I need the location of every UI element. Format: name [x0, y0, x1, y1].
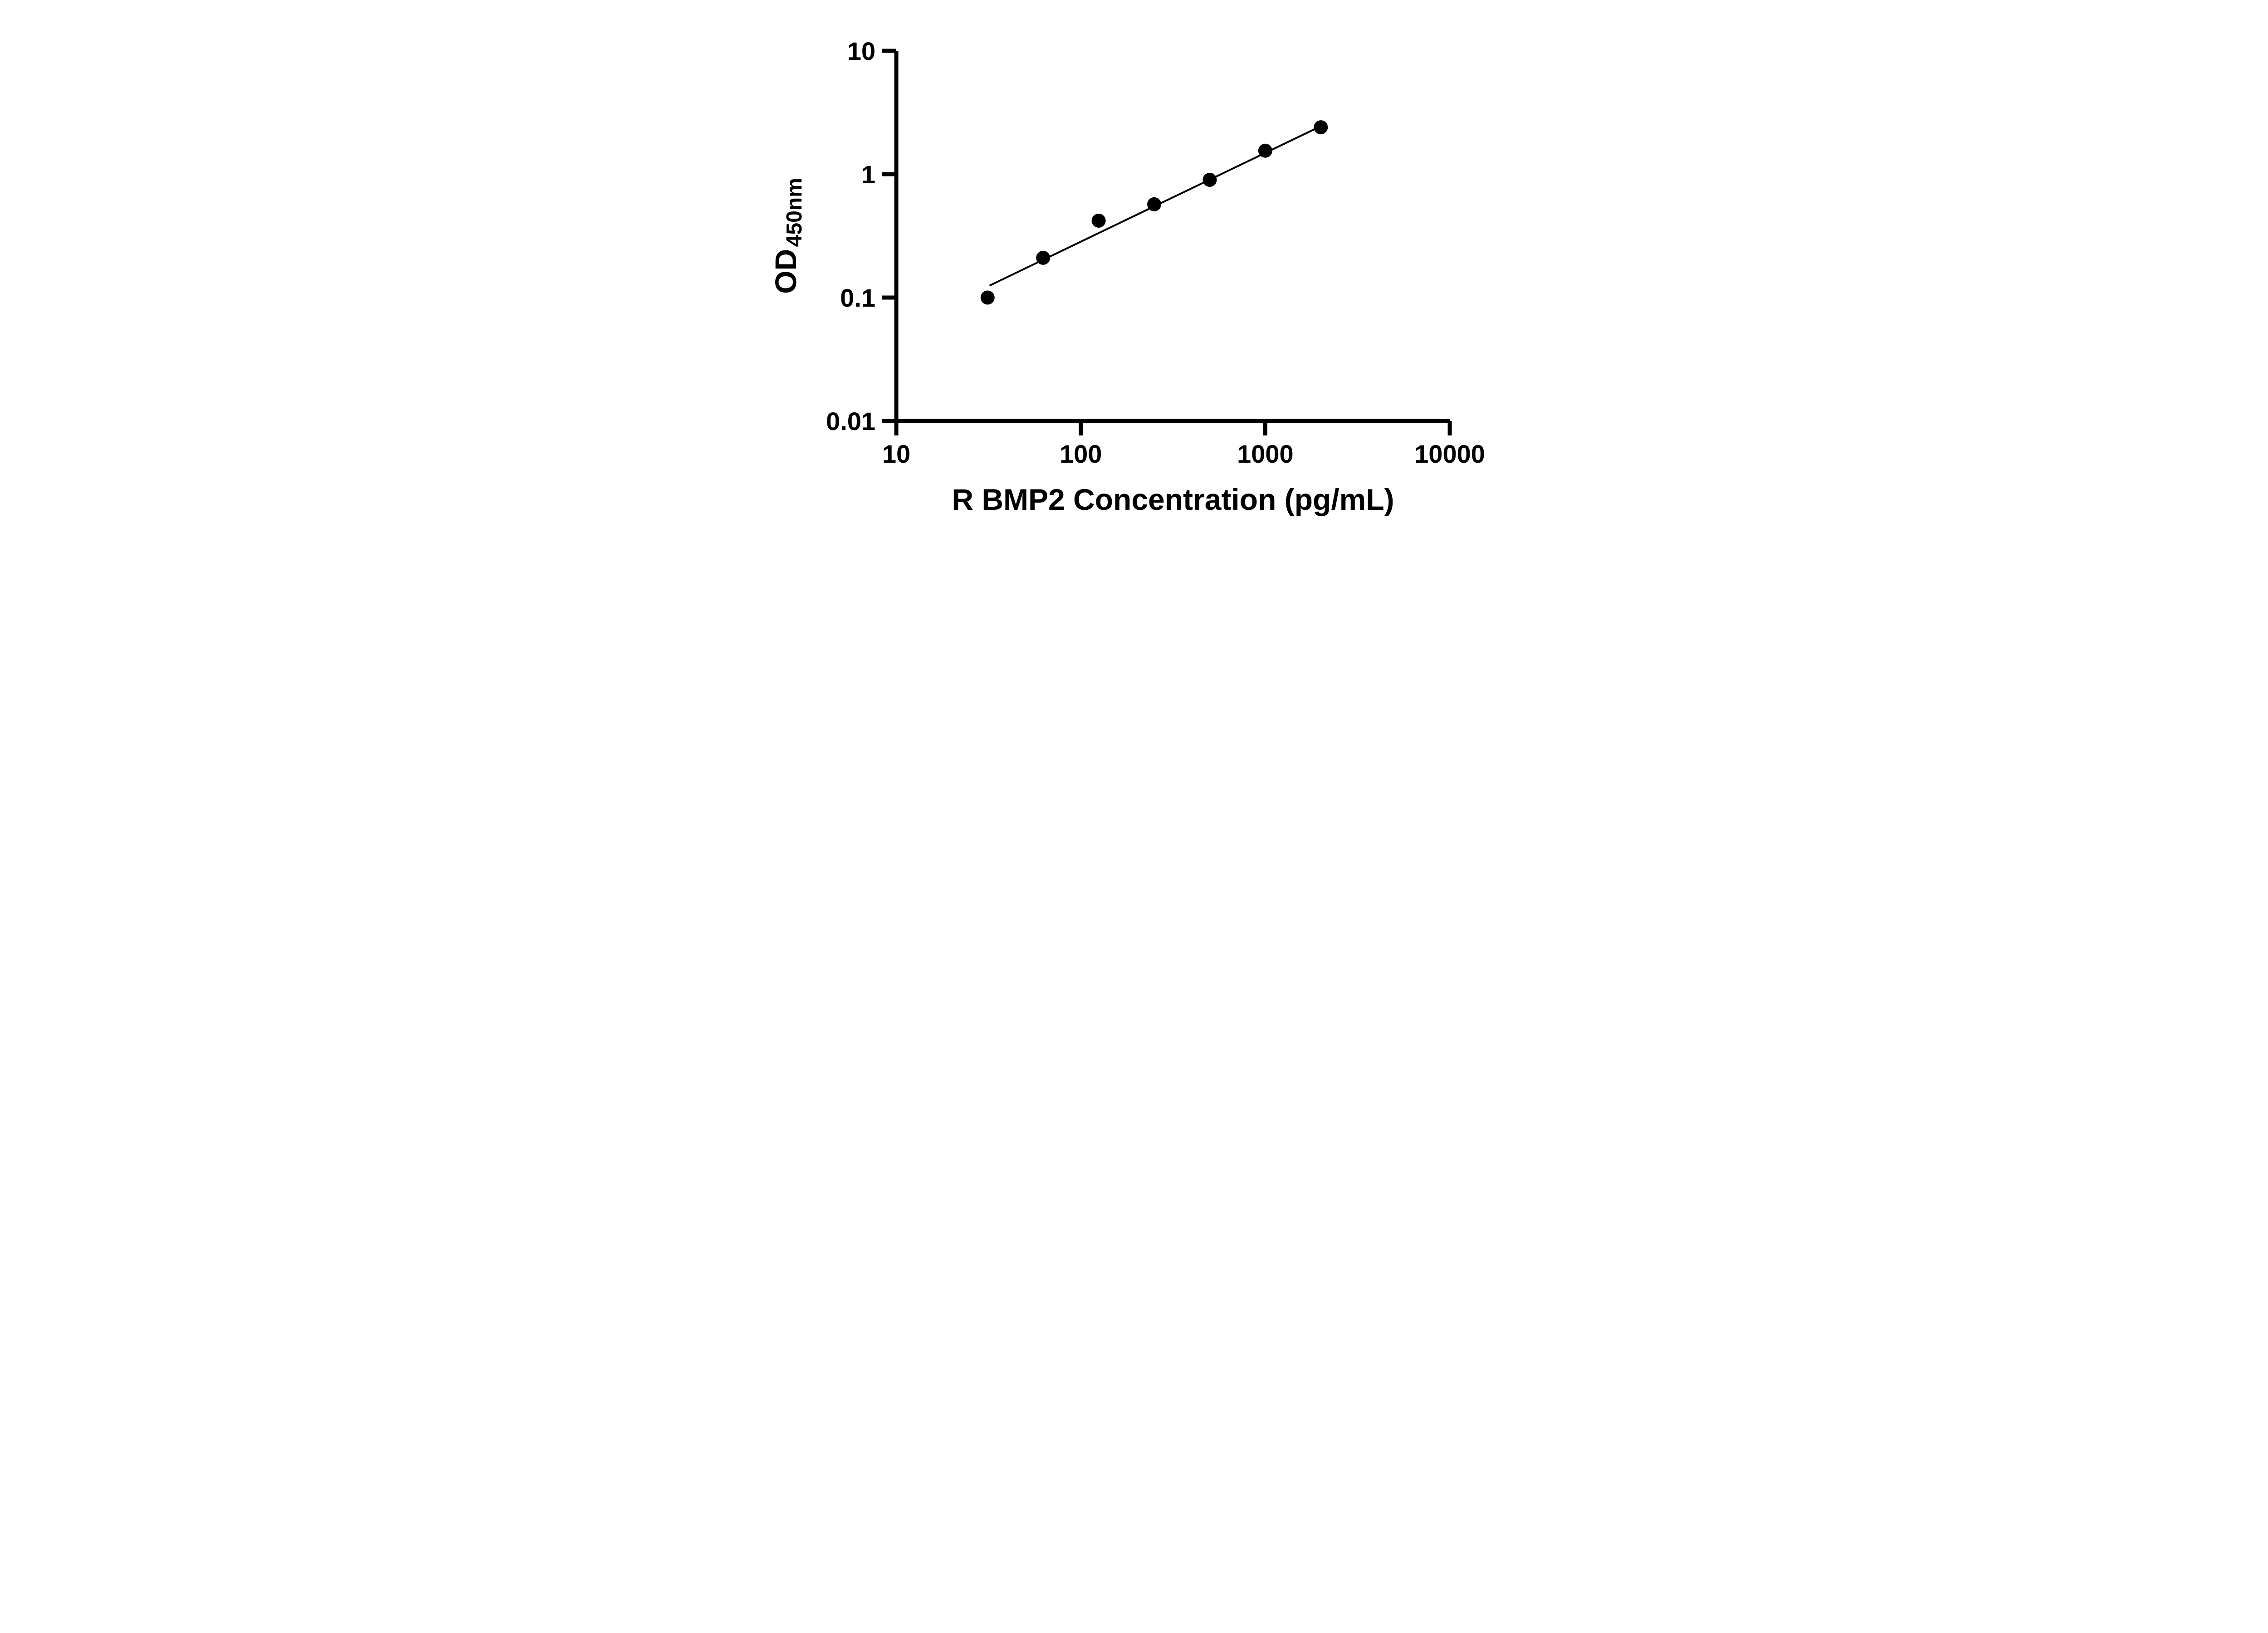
x-tick-label: 10000	[1414, 440, 1485, 468]
data-point	[1258, 143, 1272, 158]
data-point	[1314, 120, 1328, 135]
y-axis-title: OD 450nm	[769, 178, 807, 294]
y-tick-label: 10	[847, 37, 875, 65]
x-tick-label: 1000	[1237, 440, 1294, 468]
standard-curve-chart: 10 100 1000 10000 0.01 0.1 1 10 R BMP2 Concentr…	[769, 37, 1485, 516]
x-tick-label: 10	[882, 440, 910, 468]
data-point	[1202, 172, 1217, 187]
x-tick-label: 100	[1060, 440, 1102, 468]
y-axis-title-subscript: 450nm	[782, 178, 807, 247]
plot-series	[980, 120, 1328, 305]
data-point	[1147, 197, 1162, 211]
data-point	[1036, 250, 1051, 265]
y-tick-label: 0.1	[840, 284, 875, 312]
axis-spine	[894, 51, 1450, 423]
data-point	[1091, 213, 1106, 228]
x-axis-title: R BMP2 Concentration (pg/mL)	[952, 483, 1394, 516]
y-axis-title-main: OD	[769, 249, 802, 294]
data-point	[980, 290, 995, 305]
y-tick-label: 1	[861, 160, 875, 189]
y-tick-label: 0.01	[826, 407, 875, 435]
axes: 10 100 1000 10000 0.01 0.1 1 10	[826, 37, 1485, 468]
elisa-standard-curve-figure: 10 100 1000 10000 0.01 0.1 1 10 R BMP2 Concentr…	[745, 0, 1523, 544]
